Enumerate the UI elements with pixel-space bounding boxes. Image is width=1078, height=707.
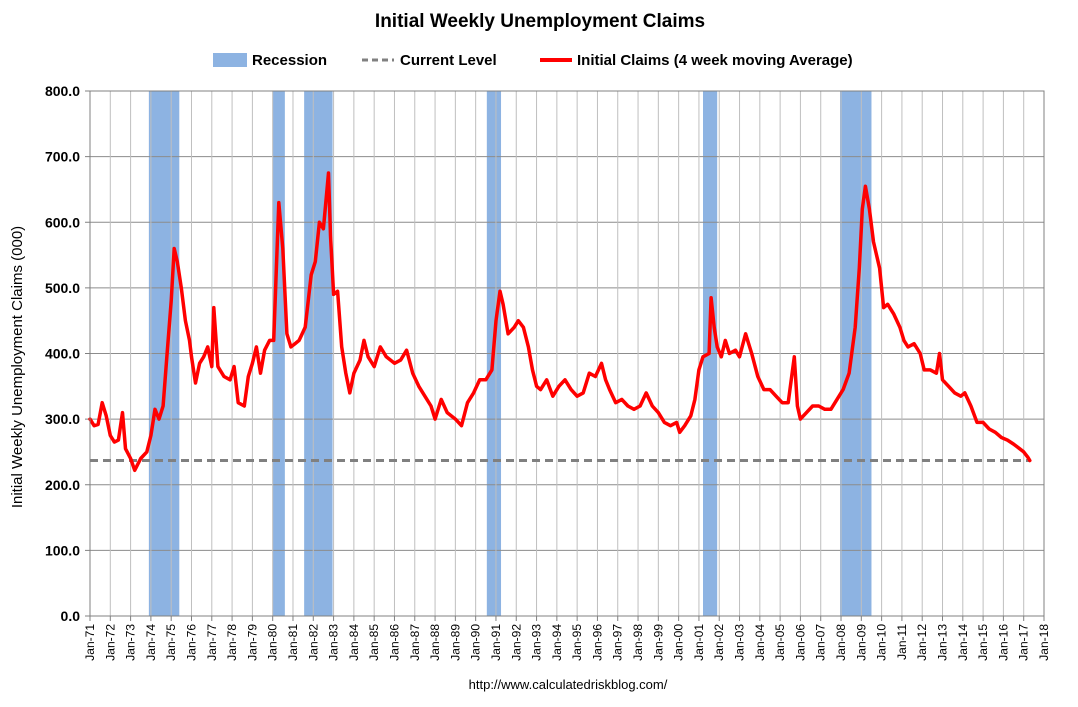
x-tick-label: Jan-92 (509, 624, 523, 661)
x-tick-label: Jan-83 (327, 624, 341, 661)
x-tick-label: Jan-96 (590, 624, 604, 661)
x-tick-label: Jan-05 (773, 624, 787, 661)
x-tick-label: Jan-79 (245, 624, 259, 661)
y-axis-title: Initial Weekly Unemployment Claims (000) (9, 226, 26, 508)
x-tick-label: Jan-82 (306, 624, 320, 661)
legend-recession-label: Recession (252, 52, 327, 69)
x-tick-label: Jan-76 (184, 624, 198, 661)
x-tick-label: Jan-72 (103, 624, 117, 661)
x-tick-label: Jan-10 (875, 624, 889, 661)
x-tick-label: Jan-17 (1017, 624, 1031, 661)
legend: Recession Current Level Initial Claims (… (213, 52, 853, 69)
x-tick-label: Jan-15 (976, 624, 990, 661)
grid-lines (89, 90, 1045, 617)
x-tick-label: Jan-11 (895, 624, 909, 660)
x-tick-label: Jan-77 (205, 624, 219, 661)
x-tick-label: Jan-12 (915, 624, 929, 661)
x-tick-label: Jan-71 (83, 624, 97, 661)
y-tick-label: 600.0 (45, 214, 80, 230)
x-tick-label: Jan-04 (753, 624, 767, 661)
x-tick-label: Jan-00 (672, 624, 686, 661)
x-tick-label: Jan-84 (347, 624, 361, 661)
y-axis-ticks: 0.0 100.0 200.0 300.0 400.0 500.0 600.0 700.0 80… (45, 83, 90, 624)
x-tick-label: Jan-95 (570, 624, 584, 661)
y-tick-label: 200.0 (45, 477, 80, 493)
x-tick-label: Jan-03 (733, 624, 747, 661)
x-tick-label: Jan-08 (834, 624, 848, 661)
x-tick-label: Jan-75 (164, 624, 178, 661)
x-tick-label: Jan-99 (651, 624, 665, 661)
x-tick-label: Jan-89 (448, 624, 462, 661)
x-tick-label: Jan-98 (631, 624, 645, 661)
x-tick-label: Jan-94 (550, 624, 564, 661)
y-tick-label: 700.0 (45, 149, 80, 165)
x-tick-label: Jan-16 (996, 624, 1010, 661)
y-tick-label: 800.0 (45, 83, 80, 99)
x-tick-label: Jan-14 (956, 624, 970, 661)
source-url: http://www.calculatedriskblog.com/ (469, 677, 668, 692)
x-tick-label: Jan-97 (611, 624, 625, 661)
x-tick-label: Jan-13 (936, 624, 950, 661)
x-tick-label: Jan-06 (793, 624, 807, 661)
x-tick-label: Jan-78 (225, 624, 239, 661)
y-tick-label: 300.0 (45, 411, 80, 427)
x-tick-label: Jan-93 (530, 624, 544, 661)
y-tick-label: 100.0 (45, 542, 80, 558)
x-tick-label: Jan-02 (712, 624, 726, 661)
x-tick-label: Jan-07 (814, 624, 828, 661)
x-tick-label: Jan-86 (387, 624, 401, 661)
x-tick-label: Jan-88 (428, 624, 442, 661)
y-tick-label: 500.0 (45, 280, 80, 296)
x-tick-label: Jan-91 (489, 624, 503, 661)
legend-recession-swatch (213, 53, 247, 67)
y-tick-label: 400.0 (45, 346, 80, 362)
x-tick-label: Jan-81 (286, 624, 300, 661)
x-tick-label: Jan-90 (469, 624, 483, 661)
x-tick-label: Jan-18 (1037, 624, 1051, 661)
x-tick-label: Jan-74 (144, 624, 158, 661)
chart-title: Initial Weekly Unemployment Claims (375, 11, 705, 32)
y-tick-label: 0.0 (61, 608, 81, 624)
x-tick-label: Jan-80 (266, 624, 280, 661)
x-tick-label: Jan-87 (408, 624, 422, 661)
claims-series-line (88, 171, 1032, 473)
x-tick-label: Jan-09 (854, 624, 868, 661)
x-tick-label: Jan-01 (692, 624, 706, 661)
x-tick-label: Jan-73 (124, 624, 138, 661)
x-tick-label: Jan-85 (367, 624, 381, 661)
x-axis-ticks: Jan-71 Jan-72 Jan-73 Jan-74 Jan-75 Jan-76 Jan-… (83, 616, 1051, 661)
legend-claims-label: Initial Claims (4 week moving Average) (577, 52, 853, 69)
plot-area-frame (89, 90, 1045, 617)
legend-current-label: Current Level (400, 52, 497, 69)
